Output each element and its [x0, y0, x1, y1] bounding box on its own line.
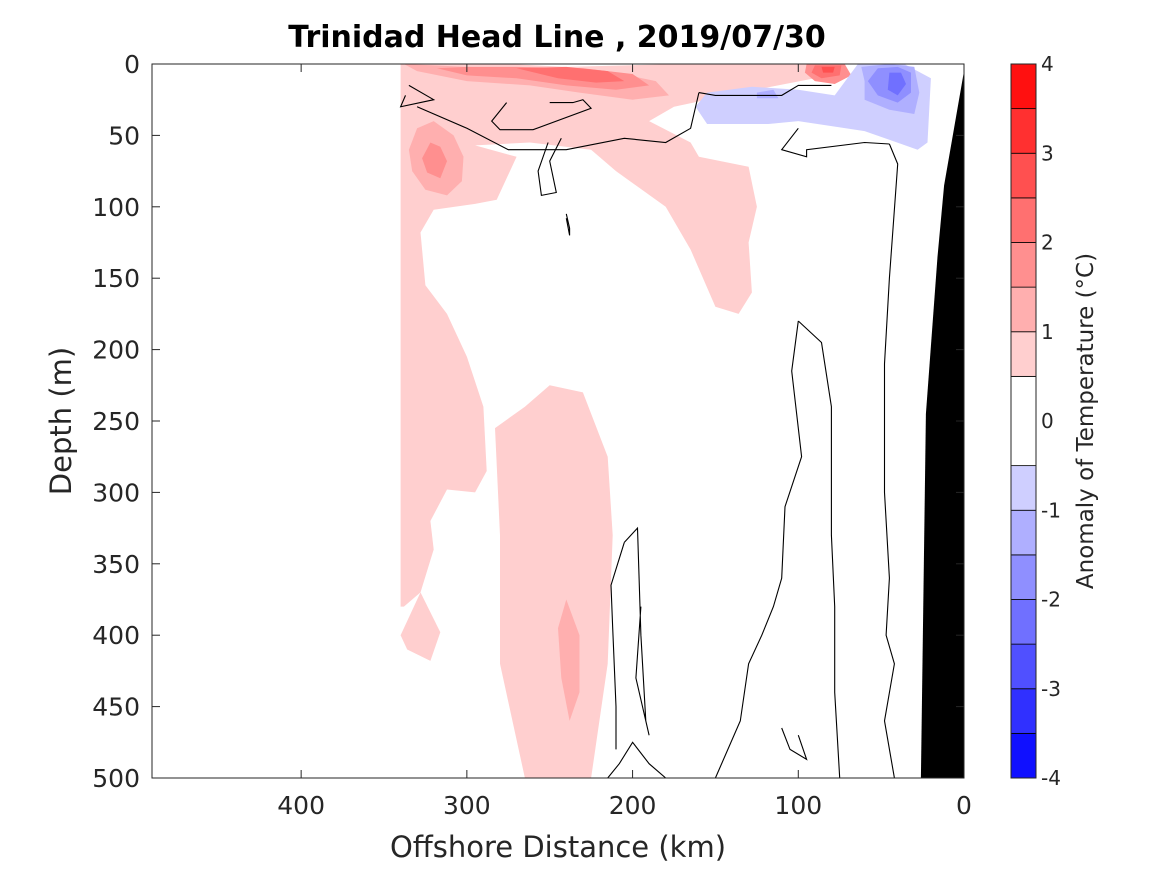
contour-line — [623, 526, 650, 736]
x-tick-label: 200 — [609, 791, 657, 820]
anomaly-region — [558, 599, 580, 721]
colorbar-swatch — [1010, 732, 1037, 779]
contour-line — [883, 143, 899, 778]
y-axis-label: Depth (m) — [44, 347, 78, 495]
contour-line — [797, 320, 841, 778]
x-tick-label: 300 — [443, 791, 491, 820]
colorbar-swatch — [1010, 375, 1037, 467]
y-tick-label: 100 — [92, 193, 140, 222]
contour-line — [399, 84, 436, 108]
y-tick-label: 350 — [92, 550, 140, 579]
contour-line — [780, 127, 890, 158]
colorbar-swatch — [1010, 197, 1037, 243]
contour-line — [714, 320, 803, 778]
colorbar-swatch — [1010, 465, 1037, 511]
x-tick-label: 100 — [774, 791, 822, 820]
y-tick-label: 0 — [124, 50, 140, 79]
colorbar-swatch — [1010, 643, 1037, 690]
contour-line — [490, 99, 593, 131]
anomaly-region — [400, 64, 832, 607]
anomaly-region — [422, 142, 447, 179]
colorbar-label: Anomaly of Temperature (°C) — [1073, 253, 1099, 589]
colorbar-swatch — [1010, 152, 1037, 199]
y-tick-label: 450 — [92, 693, 140, 722]
x-tick-label: 400 — [277, 791, 325, 820]
colorbar-tick-label: 3 — [1041, 141, 1054, 165]
land-mask — [920, 71, 964, 778]
y-tick-label: 50 — [108, 121, 140, 150]
y-tick-label: 300 — [92, 478, 140, 507]
anomaly-fill-regions — [400, 64, 931, 778]
colorbar-swatch — [1010, 242, 1037, 288]
chart-title: Trinidad Head Line , 2019/07/30 — [288, 20, 825, 55]
colorbar-swatch — [1010, 63, 1037, 110]
colorbar-swatch — [1010, 108, 1037, 154]
anomaly-region — [516, 66, 625, 83]
anomaly-region — [495, 385, 613, 778]
contour-line — [537, 138, 562, 197]
y-tick-label: 200 — [92, 336, 140, 365]
y-axis-ticks: 0 50 100 150 200 250 300 350 400 450 500 — [92, 50, 964, 793]
y-tick-label: 400 — [92, 621, 140, 650]
y-tick-label: 150 — [92, 264, 140, 293]
anomaly-region — [887, 72, 906, 96]
colorbar-tick-label: 0 — [1041, 409, 1054, 433]
contour-line — [607, 741, 667, 778]
contour-line — [610, 542, 625, 750]
colorbar-swatch — [1010, 688, 1037, 734]
colorbar-swatch — [1010, 331, 1037, 377]
y-tick-label: 250 — [92, 407, 140, 436]
contour-line — [565, 213, 571, 236]
colorbar-tick-label: 2 — [1041, 231, 1054, 255]
colorbar-tick-label: 4 — [1041, 52, 1054, 76]
anomaly-region — [821, 66, 835, 73]
colorbar-tick-label: -2 — [1041, 588, 1061, 612]
contour-line — [781, 727, 808, 761]
y-tick-label: 500 — [92, 764, 140, 793]
contour-line — [416, 92, 700, 151]
colorbar-swatch — [1010, 599, 1037, 645]
colorbar-tick-label: 1 — [1041, 320, 1054, 344]
colorbar-tick-label: -3 — [1041, 677, 1061, 701]
colorbar-frame — [1010, 63, 1037, 779]
colorbar-swatch — [1010, 554, 1037, 600]
x-axis-label: Offshore Distance (km) — [390, 830, 726, 864]
colorbar: 4 3 2 1 0 -1 -2 -3 -4 — [1010, 52, 1061, 790]
colorbar-tick-label: -1 — [1041, 498, 1061, 522]
x-tick-label: 0 — [956, 791, 972, 820]
land-shape — [920, 71, 964, 778]
zero-contour-lines — [399, 84, 899, 778]
colorbar-tick-label: -4 — [1041, 766, 1061, 790]
contour-line — [698, 84, 832, 96]
x-axis-ticks: 400 300 200 100 0 — [277, 64, 972, 820]
anomaly-region — [756, 89, 779, 99]
colorbar-swatch — [1010, 286, 1037, 333]
colorbar-swatch — [1010, 509, 1037, 556]
anomaly-region — [400, 592, 441, 661]
